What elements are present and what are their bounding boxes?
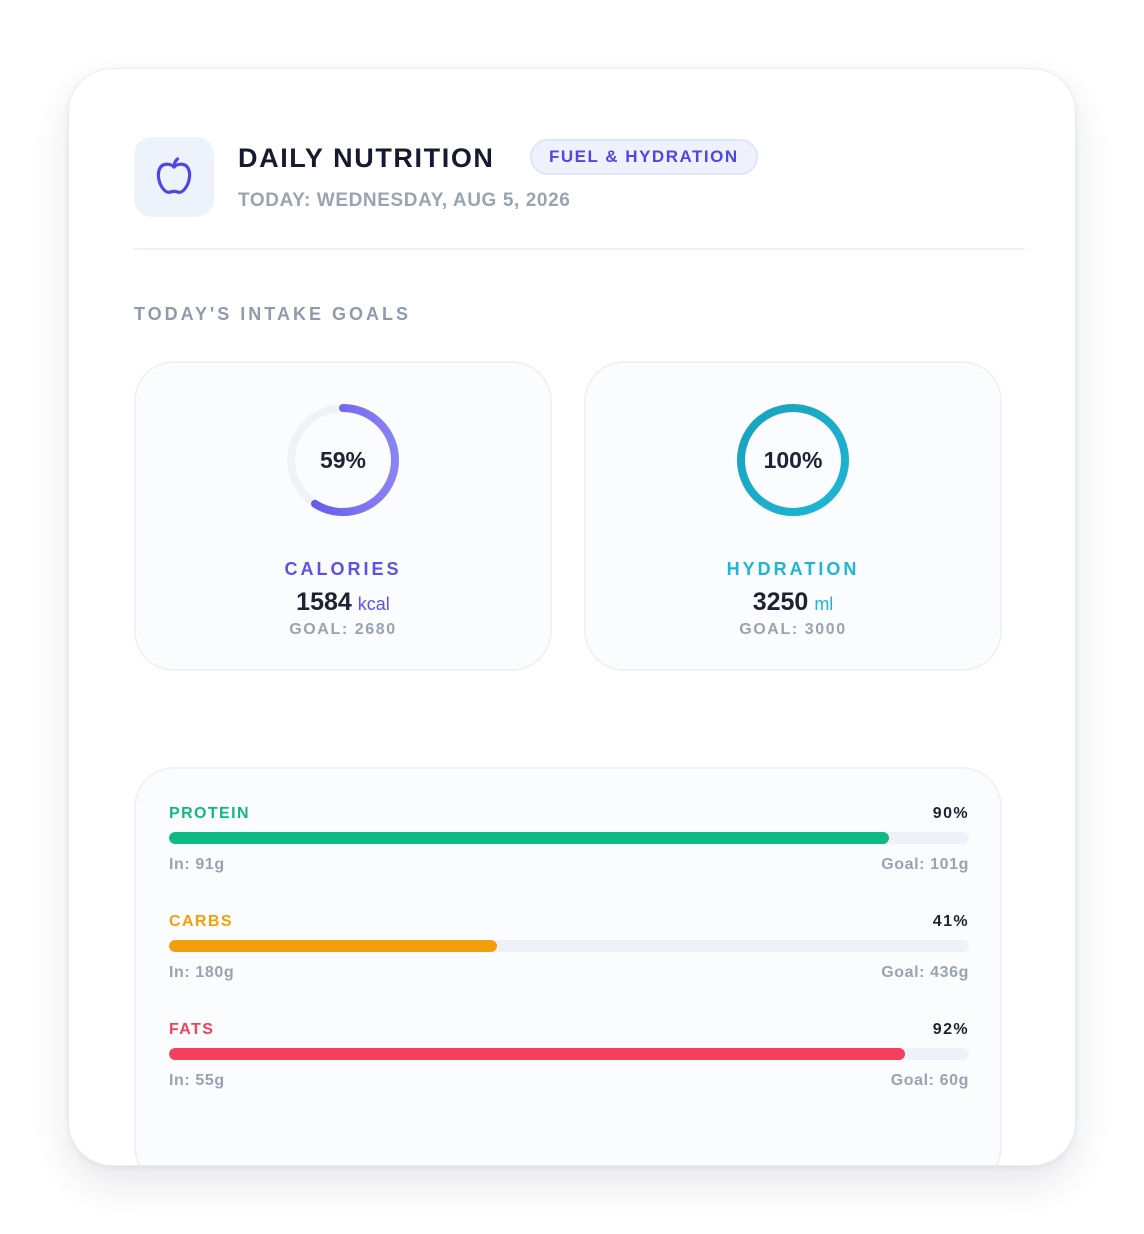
macro-goal: Goal: 436g [881,964,969,981]
calories-value: 1584 kcal [136,588,550,617]
macro-protein: PROTEIN 90% In: 91g Goal: 101g [169,805,969,885]
macro-percent: 92% [932,1021,969,1038]
macro-name: PROTEIN [169,805,250,822]
macros-panel: PROTEIN 90% In: 91g Goal: 101g CARBS 41%… [134,767,1002,1165]
macro-name: FATS [169,1021,215,1038]
macro-intake: In: 91g [169,856,225,873]
macro-carbs: CARBS 41% In: 180g Goal: 436g [169,913,969,993]
hydration-amount: 3250 [752,588,809,616]
app-icon-tile [134,137,214,217]
hydration-unit: ml [814,594,834,614]
macro-goal: Goal: 60g [890,1072,969,1089]
header-divider [134,248,1025,250]
hydration-value: 3250 ml [586,588,1000,617]
apple-icon [156,157,192,194]
macro-percent: 41% [932,913,969,930]
hydration-percent: 100% [763,446,823,473]
category-badge: FUEL & HYDRATION [530,139,758,175]
section-title: TODAY'S INTAKE GOALS [134,304,411,324]
calories-amount: 1584 [296,588,352,616]
calories-goal-card: 59% CALORIES 1584 kcal GOAL: 2680 [134,361,552,671]
calories-goal: GOAL: 2680 [289,621,397,638]
calories-label: CALORIES [284,559,402,579]
macro-progress-fill [169,1048,905,1060]
hydration-progress-ring: 100% [735,402,851,518]
macro-progress-fill [169,832,889,844]
macro-progress-fill [169,940,497,952]
macro-intake: In: 180g [169,964,235,981]
hydration-label: HYDRATION [726,559,860,579]
macro-percent: 90% [932,805,969,822]
calories-unit: kcal [357,594,390,614]
hydration-goal-card: 100% HYDRATION 3250 ml GOAL: 3000 [584,361,1002,671]
nutrition-card: DAILY NUTRITION FUEL & HYDRATION TODAY: … [68,68,1076,1166]
macro-intake: In: 55g [169,1072,225,1089]
macro-name: CARBS [169,913,233,930]
macro-fats: FATS 92% In: 55g Goal: 60g [169,1021,969,1101]
macro-goal: Goal: 101g [881,856,969,873]
macro-progress-track [169,832,969,844]
calories-progress-ring: 59% [285,402,401,518]
date-label: TODAY: WEDNESDAY, AUG 5, 2026 [238,190,571,211]
macro-progress-track [169,940,969,952]
page-title: DAILY NUTRITION [238,143,495,173]
calories-percent: 59% [319,446,367,473]
macro-progress-track [169,1048,969,1060]
hydration-goal: GOAL: 3000 [739,621,847,638]
